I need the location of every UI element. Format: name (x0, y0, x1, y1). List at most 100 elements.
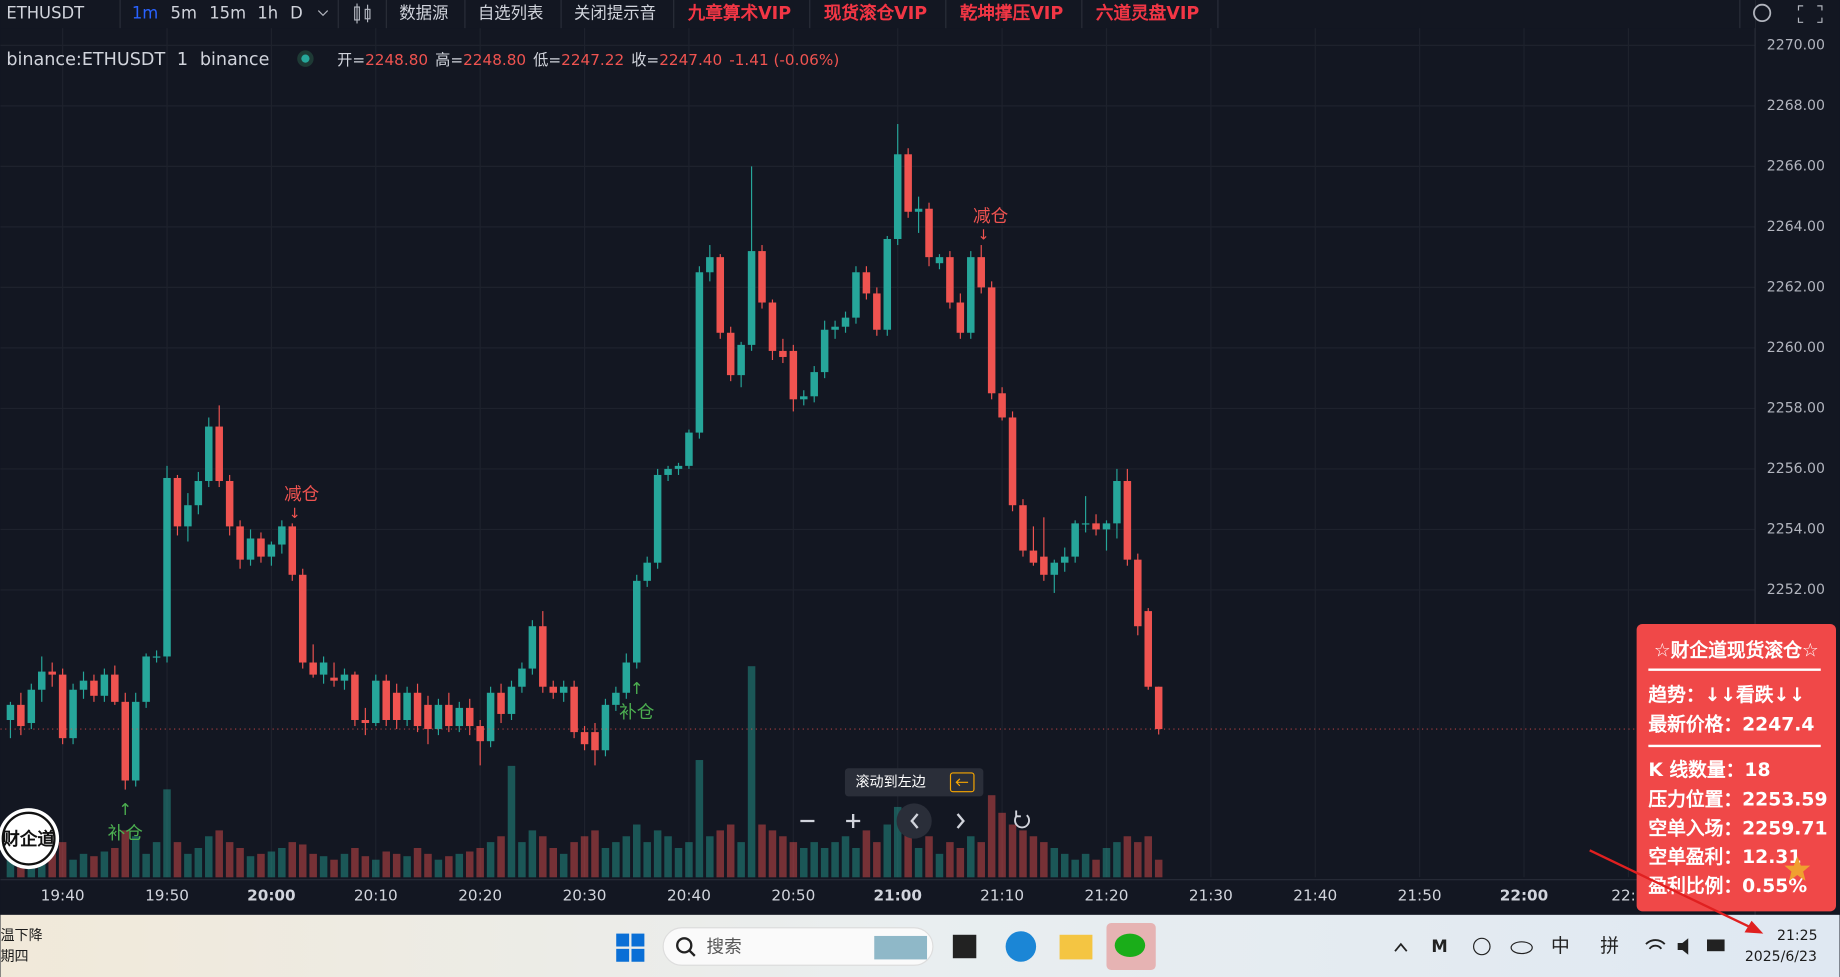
fullscreen[interactable] (1797, 5, 1823, 23)
volume-bar (100, 851, 109, 878)
scroll-left-icon[interactable] (949, 772, 975, 793)
volume-bar (340, 853, 349, 878)
weather[interactable]: 期四 (0, 949, 28, 965)
panel-line: 压力位置：2253.59 (1648, 787, 1827, 810)
weather[interactable]: 温下降 (0, 928, 42, 944)
logo-circle (0, 808, 60, 870)
candle-body (288, 526, 297, 575)
candle-body (977, 257, 985, 288)
clock-date[interactable]: 2025/6/23 (1745, 949, 1817, 965)
candle-body (653, 474, 662, 563)
legend: binance:ETHUSDT 1 binance (6, 50, 269, 70)
candle-body (967, 257, 975, 333)
candle-body (559, 686, 568, 693)
ohlc-value: 2248.80 (463, 50, 526, 68)
volume-bar (424, 853, 432, 878)
volume-icon[interactable] (1677, 938, 1689, 955)
volume-bar (1071, 859, 1079, 878)
edge[interactable] (1005, 931, 1037, 962)
candle-body (205, 426, 213, 482)
volume-bar (873, 842, 881, 878)
volume-bar (706, 836, 714, 878)
x-tick-label: 21:50 (1398, 887, 1442, 905)
volume-bar (1102, 847, 1111, 878)
vip-button[interactable]: 乾坤撑压VIP (960, 3, 1063, 24)
volume-bar (90, 856, 98, 878)
volume-bar (570, 842, 578, 878)
candle-body (768, 302, 777, 351)
interval[interactable]: 15m (209, 4, 246, 23)
candle-body (507, 686, 516, 714)
volume-bar (810, 842, 818, 878)
wifi[interactable] (1645, 939, 1666, 950)
volume-bar (528, 830, 537, 878)
explorer[interactable] (1059, 934, 1093, 960)
volume-bar (1029, 836, 1038, 878)
candle-body (455, 707, 464, 727)
candle-body (1092, 523, 1100, 530)
tray-icon[interactable] (1510, 941, 1533, 955)
candle-body (361, 719, 370, 724)
volume-bar (372, 859, 380, 878)
task-view[interactable] (952, 934, 977, 959)
ohlc-label: 低= (533, 50, 561, 68)
separators (119, 0, 1219, 29)
zoom-controls[interactable] (800, 803, 1030, 839)
y-tick-label: 2252.00 (1767, 582, 1825, 598)
volume-bar (925, 836, 933, 878)
candle-body (486, 692, 495, 742)
candle-body (987, 287, 996, 394)
ohlc-label: 开= (337, 50, 365, 68)
interval[interactable]: 5m (171, 4, 197, 23)
volume-bar (225, 842, 234, 878)
x-tick-label: 19:50 (145, 887, 189, 905)
x-tick-label: 20:00 (247, 887, 296, 905)
volume-bar (841, 836, 850, 878)
candle-body (225, 481, 234, 527)
interval[interactable]: 1m (132, 4, 158, 23)
interval[interactable]: D (290, 4, 303, 23)
volume-bar (497, 836, 505, 878)
candle-body (152, 656, 161, 658)
start[interactable] (616, 933, 645, 962)
x-tick-label: 20:50 (771, 887, 815, 905)
volume-bar (507, 765, 516, 878)
x-tick-label: 21:30 (1189, 887, 1233, 905)
annotation-arrow: ↓ (289, 506, 301, 522)
tray-icon[interactable] (1473, 937, 1491, 956)
volume-bar (935, 853, 944, 878)
volume-bar (653, 830, 662, 878)
volume-bar (946, 842, 954, 878)
candle-body (351, 674, 359, 720)
panel-line: 盈利比例：0.55% (1647, 874, 1807, 897)
symbol[interactable]: ETHUSDT (6, 4, 85, 23)
settings[interactable] (1753, 3, 1772, 22)
candle-body (706, 257, 714, 273)
battery[interactable] (1706, 939, 1725, 952)
tray-icon[interactable]: M (1431, 937, 1447, 956)
candle-body (298, 574, 307, 663)
button[interactable]: 关闭提示音 (574, 4, 656, 23)
button[interactable]: 数据源 (399, 4, 448, 23)
candle-body (215, 426, 223, 482)
candle-body (789, 350, 798, 400)
search-icon (688, 949, 696, 957)
y-tick-label: 2268.00 (1767, 98, 1825, 114)
clock-time[interactable]: 21:25 (1777, 928, 1818, 944)
vip-button[interactable]: 六道灵盘VIP (1096, 3, 1199, 24)
dropdown[interactable] (317, 10, 329, 17)
tray-chevron[interactable] (1394, 942, 1408, 952)
interval[interactable]: 1h (257, 4, 278, 23)
search-box[interactable] (662, 927, 934, 966)
ime[interactable]: 中 (1551, 935, 1570, 957)
volume-bar (1113, 842, 1121, 878)
button[interactable]: 自选列表 (478, 4, 544, 23)
vip-button[interactable]: 九章算术VIP (687, 3, 791, 24)
candle-body (1081, 523, 1090, 525)
volume-bar (747, 666, 756, 878)
chart-style-icon[interactable] (354, 3, 371, 24)
ime[interactable]: 拼 (1600, 935, 1619, 957)
candle-body (779, 350, 787, 357)
vip-button[interactable]: 现货滚仓VIP (824, 3, 927, 24)
